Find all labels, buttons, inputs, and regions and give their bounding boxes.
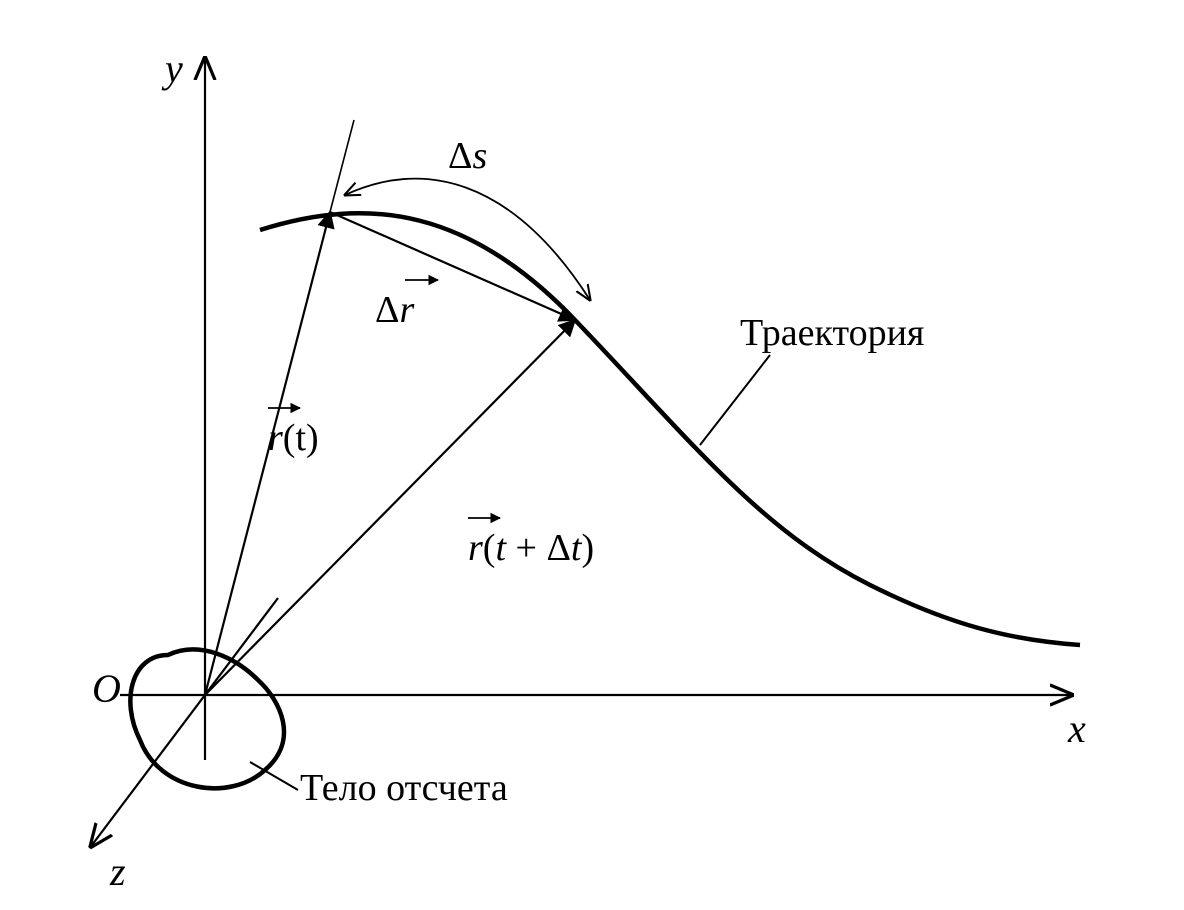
- delta-s-label: Δs: [448, 135, 487, 177]
- vector-r-t-plus-dt: [205, 320, 575, 695]
- svg-text:r(t): r(t): [268, 417, 319, 459]
- svg-text:r(t + Δt): r(t + Δt): [468, 527, 594, 569]
- origin-label: O: [92, 666, 121, 711]
- trajectory-leader: [700, 355, 770, 445]
- trajectory-label: Траектория: [740, 312, 924, 354]
- x-axis-label: x: [1067, 706, 1086, 751]
- delta-r-label: Δr: [375, 280, 438, 331]
- r1-extension: [330, 120, 354, 212]
- reference-body-label: Тело отсчета: [300, 767, 508, 809]
- z-axis-label: z: [109, 849, 126, 894]
- trajectory-curve: [260, 213, 1080, 645]
- physics-diagram: x y z O Тело отсчета Траектория Δs Δr r(…: [0, 0, 1184, 910]
- r-t-plus-dt-label: r(t + Δt): [468, 518, 594, 569]
- svg-text:Δr: Δr: [375, 289, 414, 331]
- r-t-label: r(t): [268, 408, 319, 459]
- z-axis: [92, 598, 278, 845]
- y-axis-label: y: [161, 46, 183, 91]
- vector-delta-r: [330, 212, 575, 320]
